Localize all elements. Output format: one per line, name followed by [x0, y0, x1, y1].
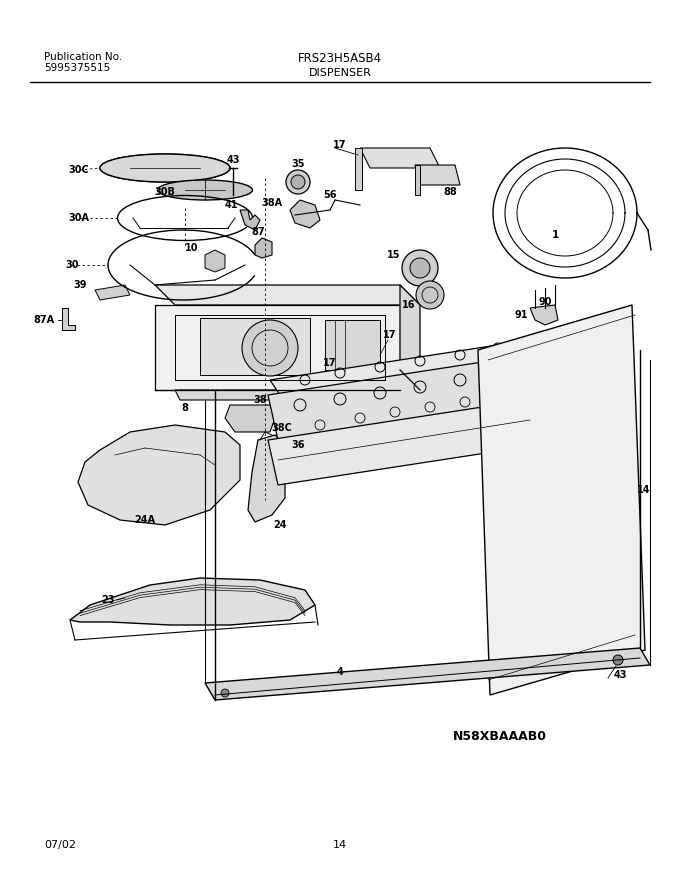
Polygon shape — [175, 390, 395, 400]
Text: Publication No.: Publication No. — [44, 52, 122, 62]
Circle shape — [286, 170, 310, 194]
Circle shape — [613, 655, 623, 665]
Text: 17: 17 — [323, 358, 337, 368]
Text: 14: 14 — [333, 840, 347, 850]
Text: 24A: 24A — [135, 515, 156, 525]
Polygon shape — [478, 305, 645, 695]
Text: 5995375515: 5995375515 — [44, 63, 110, 73]
Polygon shape — [415, 165, 460, 185]
Polygon shape — [205, 250, 225, 272]
Circle shape — [402, 250, 438, 286]
Polygon shape — [155, 285, 420, 305]
Text: 15: 15 — [386, 250, 400, 260]
Polygon shape — [78, 425, 240, 525]
Polygon shape — [248, 435, 285, 522]
Text: 90: 90 — [539, 297, 551, 307]
Polygon shape — [290, 200, 320, 228]
Polygon shape — [255, 238, 272, 258]
Circle shape — [221, 689, 229, 697]
Text: 17: 17 — [333, 140, 347, 150]
Polygon shape — [62, 308, 75, 330]
Circle shape — [416, 281, 444, 309]
Polygon shape — [530, 305, 558, 325]
Text: 39: 39 — [73, 280, 87, 290]
Text: 16: 16 — [401, 300, 415, 310]
Text: 14: 14 — [637, 485, 651, 495]
Text: 24: 24 — [273, 520, 287, 530]
Text: 17: 17 — [384, 330, 396, 340]
Circle shape — [291, 175, 305, 189]
Polygon shape — [225, 405, 275, 432]
Polygon shape — [200, 318, 310, 375]
Text: DISPENSER: DISPENSER — [309, 68, 371, 78]
Text: 30C: 30C — [68, 165, 89, 175]
Text: 10: 10 — [184, 243, 198, 253]
Text: 41: 41 — [224, 200, 238, 210]
Polygon shape — [360, 148, 440, 168]
Circle shape — [242, 320, 298, 376]
Text: 36: 36 — [292, 440, 305, 450]
Text: 38: 38 — [253, 395, 267, 405]
Text: 43: 43 — [226, 155, 240, 165]
Ellipse shape — [158, 180, 252, 200]
Text: FRS23H5ASB4: FRS23H5ASB4 — [298, 52, 382, 65]
Text: 38C: 38C — [271, 423, 292, 433]
Text: 87: 87 — [251, 227, 265, 237]
Polygon shape — [268, 400, 538, 485]
Text: 87A: 87A — [34, 315, 55, 325]
Ellipse shape — [100, 154, 230, 182]
Text: 91: 91 — [515, 310, 528, 320]
Polygon shape — [415, 165, 420, 195]
Polygon shape — [205, 648, 650, 700]
Text: 35: 35 — [291, 159, 305, 169]
Text: 30: 30 — [65, 260, 78, 270]
Polygon shape — [268, 355, 538, 440]
Polygon shape — [95, 285, 130, 300]
Polygon shape — [400, 285, 420, 390]
Text: 30B: 30B — [154, 187, 175, 197]
Text: 07/02: 07/02 — [44, 840, 76, 850]
Polygon shape — [70, 578, 315, 625]
Text: 8: 8 — [182, 403, 188, 413]
Text: 23: 23 — [101, 595, 115, 605]
Polygon shape — [355, 148, 362, 190]
Circle shape — [410, 258, 430, 278]
Text: 43: 43 — [613, 670, 627, 680]
Polygon shape — [155, 305, 400, 390]
Bar — [325, 320, 380, 370]
Text: N58XBAAAB0: N58XBAAAB0 — [453, 730, 547, 743]
Text: 4: 4 — [337, 667, 343, 677]
Text: 30A: 30A — [68, 213, 89, 223]
Text: 88: 88 — [443, 187, 457, 197]
Text: 38A: 38A — [262, 198, 283, 208]
Text: 1: 1 — [551, 230, 559, 240]
Polygon shape — [270, 340, 540, 395]
Polygon shape — [240, 210, 260, 230]
Text: 56: 56 — [323, 190, 337, 200]
